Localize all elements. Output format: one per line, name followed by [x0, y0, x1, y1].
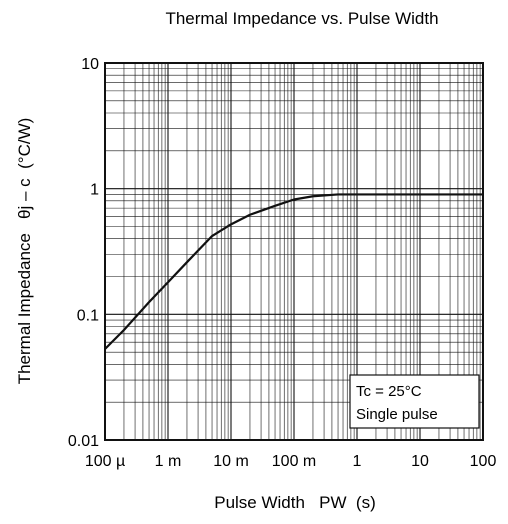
x-tick-label: 100 m — [272, 453, 316, 470]
annotation-line-2: Single pulse — [356, 406, 438, 423]
x-tick-label: 100 — [470, 453, 497, 470]
y-tick-label: 0.01 — [68, 433, 99, 450]
x-axis-ticks: 100 µ 1 m 10 m 100 m 1 10 100 — [85, 453, 497, 470]
y-tick-label: 0.1 — [77, 307, 99, 324]
x-tick-label: 10 m — [213, 453, 249, 470]
x-tick-label: 10 — [411, 453, 429, 470]
x-axis-label: Pulse Width PW (s) — [214, 493, 376, 512]
series-line-0 — [104, 193, 483, 350]
x-tick-label: 100 µ — [85, 453, 125, 470]
y-tick-label: 1 — [90, 182, 99, 199]
plot-frame — [104, 62, 484, 441]
y-axis-label: Thermal Impedance θj – c (°C/W) — [15, 118, 34, 385]
series-group — [104, 193, 483, 350]
y-tick-label: 10 — [81, 56, 99, 73]
x-tick-label: 1 m — [155, 453, 182, 470]
y-axis-ticks: 0.01 0.1 1 10 — [68, 56, 99, 450]
chart-title: Thermal Impedance vs. Pulse Width — [165, 9, 438, 28]
x-tick-label: 1 — [353, 453, 362, 470]
annotation-box: Tc = 25°C Single pulse — [349, 374, 480, 429]
annotation-line-1: Tc = 25°C — [356, 383, 422, 400]
annotation-frame — [349, 374, 480, 429]
